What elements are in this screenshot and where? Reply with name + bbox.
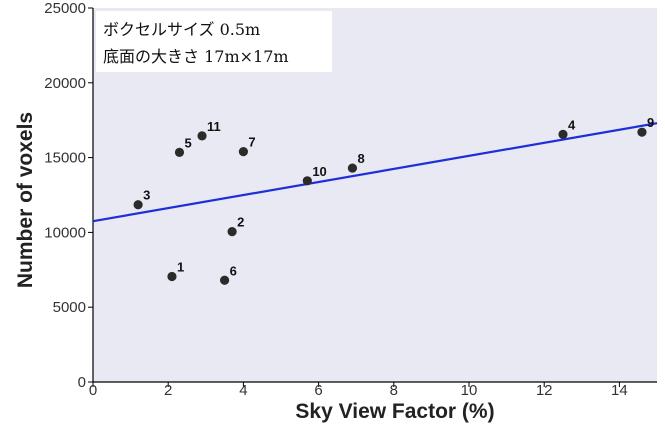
x-axis-ticks: 0 2 4 6 8 10 12 14 [89,382,628,399]
annotation-line-2: 底面の大きさ 17m×17m [103,47,289,66]
data-point [238,147,248,157]
y-axis-title: Number of voxels [14,112,37,288]
x-tick-label: 6 [314,382,322,399]
x-tick-label: 4 [239,382,247,399]
data-point [302,176,312,186]
data-point [637,127,647,137]
point-label: 10 [312,164,326,179]
data-point [167,271,177,282]
trendline [92,122,658,223]
y-axis-ticks: 0 5000 10000 15000 20000 25000 [44,0,93,391]
y-tick-label: 10000 [44,224,86,241]
point-label: 4 [568,117,576,132]
data-points: 1 2 3 4 5 6 7 8 9 10 11 [133,115,654,285]
point-label: 2 [237,215,244,230]
x-tick-label: 12 [536,382,553,399]
annotation-line-1: ボクセルサイズ 0.5m [103,20,260,39]
x-tick-label: 0 [89,382,97,399]
y-tick-label: 25000 [44,0,86,17]
y-tick-label: 5000 [53,299,86,316]
data-point [174,147,185,157]
point-label: 1 [177,260,184,275]
point-label: 6 [230,263,237,278]
x-tick-label: 2 [164,382,172,399]
data-point [197,131,207,141]
point-label: 5 [184,135,191,150]
x-tick-label: 14 [611,382,628,399]
point-label: 8 [357,151,364,166]
annotation-box: ボクセルサイズ 0.5m 底面の大きさ 17m×17m [96,11,332,72]
data-point [558,129,568,140]
point-label: 9 [647,115,654,130]
data-point [220,275,230,285]
point-label: 3 [143,188,150,203]
point-label: 11 [207,119,221,134]
x-tick-label: 8 [390,382,398,399]
x-tick-label: 10 [461,382,478,399]
y-tick-label: 15000 [44,150,86,167]
data-point [227,227,237,237]
y-tick-label: 20000 [44,75,86,92]
annotation-background [96,11,332,72]
y-tick-label: 0 [78,374,86,391]
data-point [347,163,358,173]
point-label: 7 [248,135,255,150]
x-axis-title: Sky View Factor (%) [295,400,494,423]
data-point [133,200,143,210]
